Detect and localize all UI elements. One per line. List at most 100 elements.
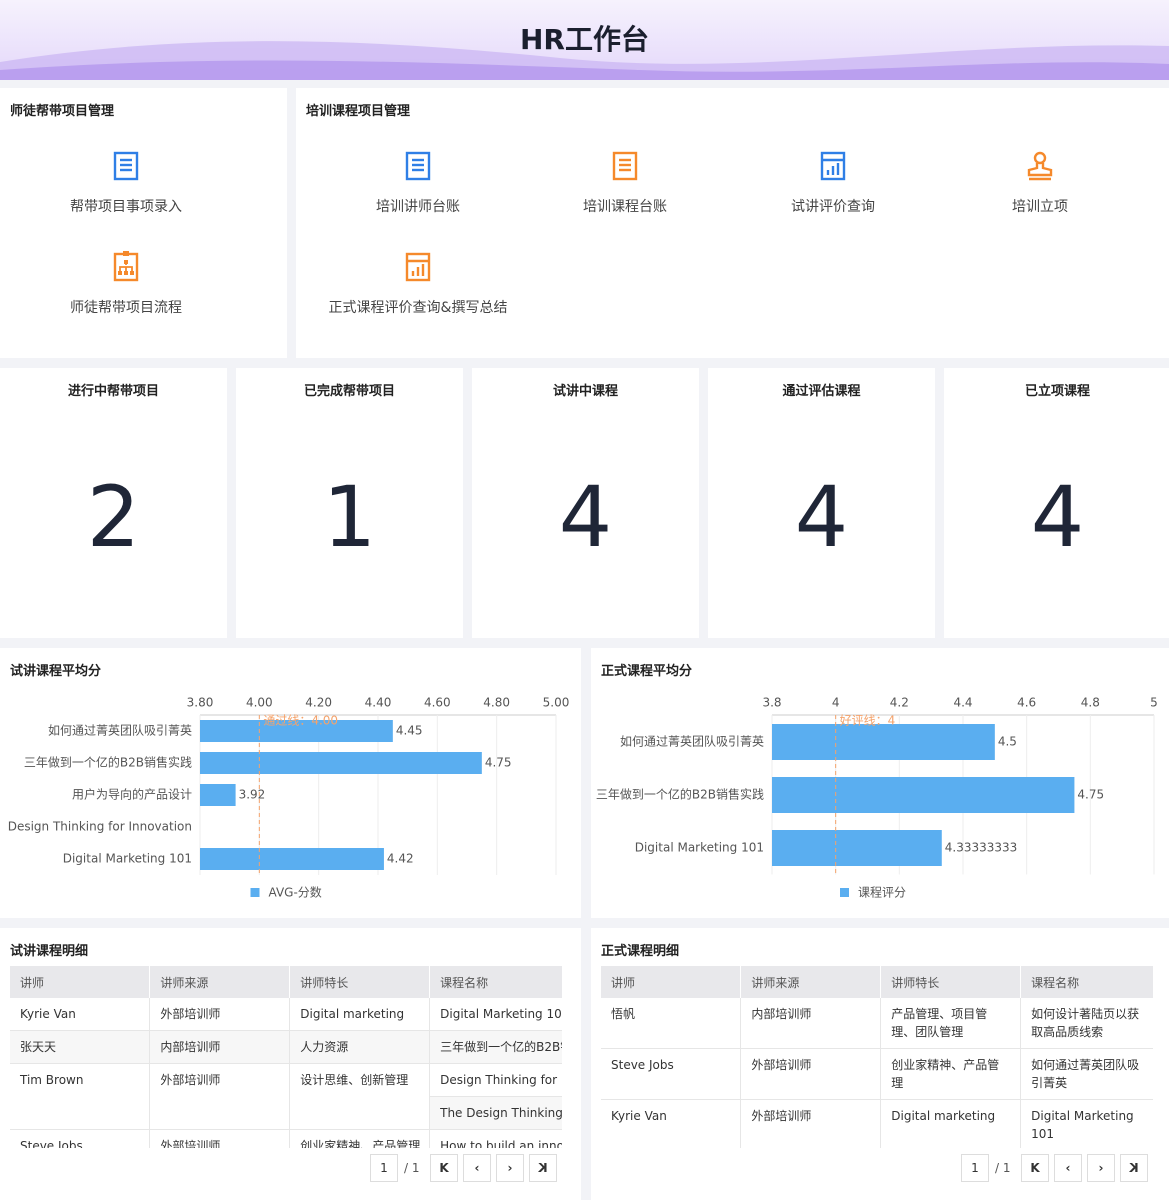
table-panel: 正式课程明细讲师 讲师来源 讲师特长 课程名称 悟帆 内部培训师 产品管理、项目管理、团队管… [591,928,1169,1200]
data-label: 4.75 [485,756,512,770]
data-label: 4.5 [998,735,1017,749]
panel-title: 师徒帮带项目管理 [10,104,115,119]
page-button[interactable]: › [1087,1154,1115,1182]
table-row: 悟帆 内部培训师 产品管理、项目管理、团队管理 如何设计著陆页以获取高品质线索 [601,998,1153,1049]
page-button[interactable]: K [1021,1154,1049,1182]
menu-item[interactable]: 培训课程台账 [583,199,667,215]
table-cell: Digital marketing [880,1099,1022,1148]
bar [772,724,995,760]
x-tick-label: 4.8 [1081,696,1100,710]
y-tick-label: Design Thinking for Innovation [8,820,192,834]
table: 讲师 讲师来源 讲师特长 课程名称 悟帆 内部培训师 产品管理、项目管理、团队管理 如何设计著… [601,966,1153,1148]
column-header: 讲师来源 [149,966,291,998]
page-button[interactable]: K [1120,1154,1148,1182]
table-cell: 外部培训师 [149,1129,291,1148]
y-tick-label: Digital Marketing 101 [63,852,192,866]
y-tick-label: Digital Marketing 101 [635,841,764,855]
page-total: / 1 [995,1161,1011,1175]
page-button[interactable]: › [496,1154,524,1182]
page-button[interactable]: K [430,1154,458,1182]
column-header: 讲师 [601,966,742,998]
table-row: The Design Thinking Playbook [10,1096,562,1130]
x-tick-label: 3.8 [762,696,781,710]
page-input[interactable]: 1 [370,1154,398,1182]
table-cell: Digital Marketing 101 [1020,1099,1153,1148]
table-panel: 试讲课程明细讲师 讲师来源 讲师特长 课程名称 Kyrie Van 外部培训师 Digita… [0,928,581,1200]
column-header: 讲师特长 [880,966,1022,998]
x-tick-label: 5 [1150,696,1158,710]
table-cell: Design Thinking for Innovation [429,1063,562,1097]
table-wrap: 讲师 讲师来源 讲师特长 课程名称 悟帆 内部培训师 产品管理、项目管理、团队管理 如何设计著… [601,966,1153,1148]
icon [113,151,139,181]
page-input[interactable]: 1 [961,1154,989,1182]
chart-panel: 正式课程平均分 3.8 4 4.2 4.4 4.6 4.8 5 如何通过菁英团队吸引菁英 三年做到… [591,648,1169,918]
icon-part [1027,163,1053,181]
reference-label: 通过线：4.00 [263,714,338,728]
kpi-title: 试讲中课程 [552,384,618,399]
table-cell: 外部培训师 [740,1048,882,1100]
icon-part [124,260,128,264]
pagination: 1/ 1 K ‹ › K [961,1154,1161,1182]
chart: 3.8 4 4.2 4.4 4.6 4.8 5 如何通过菁英团队吸引菁英三年做到一个亿的B2B… [596,696,1158,900]
kpi-value: 1 [322,468,377,566]
chart: 3.80 4.00 4.20 4.40 4.60 4.80 5.00 如何通过菁英团队吸引菁英… [8,696,570,900]
icon-part [405,151,431,181]
table-cell: How to build an innovation team [429,1129,562,1148]
table-cell: 悟帆 [601,998,742,1049]
table-wrap: 讲师 讲师来源 讲师特长 课程名称 Kyrie Van 外部培训师 Digital mark… [10,966,562,1148]
table: 讲师 讲师来源 讲师特长 课程名称 Kyrie Van 外部培训师 Digital mark… [10,966,562,1148]
table-cell: Kyrie Van [10,998,151,1031]
data-label: 4.33333333 [945,841,1018,855]
kpi-card: 已立项课程 4 [944,368,1169,638]
x-tick-label: 4.40 [365,696,392,710]
panel: 培训课程项目管理培训讲师台账 培训课程台账 试讲评价查询 培训立项正式课程评价查询&撰… [296,88,1169,358]
table-title: 试讲课程明细 [10,944,89,959]
kpi-title: 进行中帮带项目 [67,384,159,399]
table-cell: 外部培训师 [149,998,291,1031]
page-button[interactable]: K [529,1154,557,1182]
bar [200,784,236,806]
table-cell: 产品管理、项目管理、团队管理 [880,998,1022,1049]
page-button[interactable]: ‹ [1054,1154,1082,1182]
menu-item[interactable]: 师徒帮带项目流程 [70,300,182,316]
table-cell: Steve Jobs [10,1129,151,1148]
icon-part [820,151,846,181]
x-tick-label: 4.00 [246,696,273,710]
table-cell: Tim Brown [10,1063,151,1130]
x-tick-label: 5.00 [543,696,570,710]
legend-swatch [840,888,849,897]
menu-item[interactable]: 培训讲师台账 [376,199,460,215]
menu-item[interactable]: 正式课程评价查询&撰写总结 [328,300,508,316]
table-row: Kyrie Van 外部培训师 Digital marketing Digital M… [601,1099,1153,1148]
icon [113,251,139,282]
panel-title: 培训课程项目管理 [306,104,411,119]
menu-item[interactable]: 培训立项 [1012,199,1068,215]
table-cell: 张天天 [10,1030,151,1064]
bar [772,777,1075,813]
legend-swatch [250,888,260,897]
icon-part [124,271,128,275]
table-row: Steve Jobs 外部培训师 创业家精神、产品管理 How to build an… [10,1129,562,1148]
table-cell: 内部培训师 [149,1030,291,1064]
y-tick-label: 如何通过菁英团队吸引菁英 [620,734,764,749]
table-title: 正式课程明细 [601,944,680,959]
icon-part [405,252,431,282]
column-header: 讲师来源 [740,966,882,998]
icon-part [118,271,122,275]
table-cell: The Design Thinking Playbook [429,1096,562,1130]
y-tick-label: 三年做到一个亿的B2B销售实践 [24,755,192,770]
x-tick-label: 4 [832,696,840,710]
column-header: 讲师特长 [289,966,431,998]
menu-item[interactable]: 帮带项目事项录入 [70,199,182,215]
table-row: 张天天内部培训师人力资源三年做到一个亿的B2B销售实践 [10,1030,562,1064]
menu-item[interactable]: 试讲评价查询 [791,199,875,215]
page-button[interactable]: ‹ [463,1154,491,1182]
column-header: 课程名称 [1020,966,1153,998]
data-label: 3.92 [239,788,266,802]
data-label: 4.42 [387,852,414,866]
icon-part [130,271,134,275]
panel: 师徒帮带项目管理帮带项目事项录入 师徒帮带项目流程 [0,88,287,358]
bar [200,720,393,742]
x-tick-label: 4.2 [890,696,909,710]
table-cell: 创业家精神、产品管理 [880,1048,1022,1100]
